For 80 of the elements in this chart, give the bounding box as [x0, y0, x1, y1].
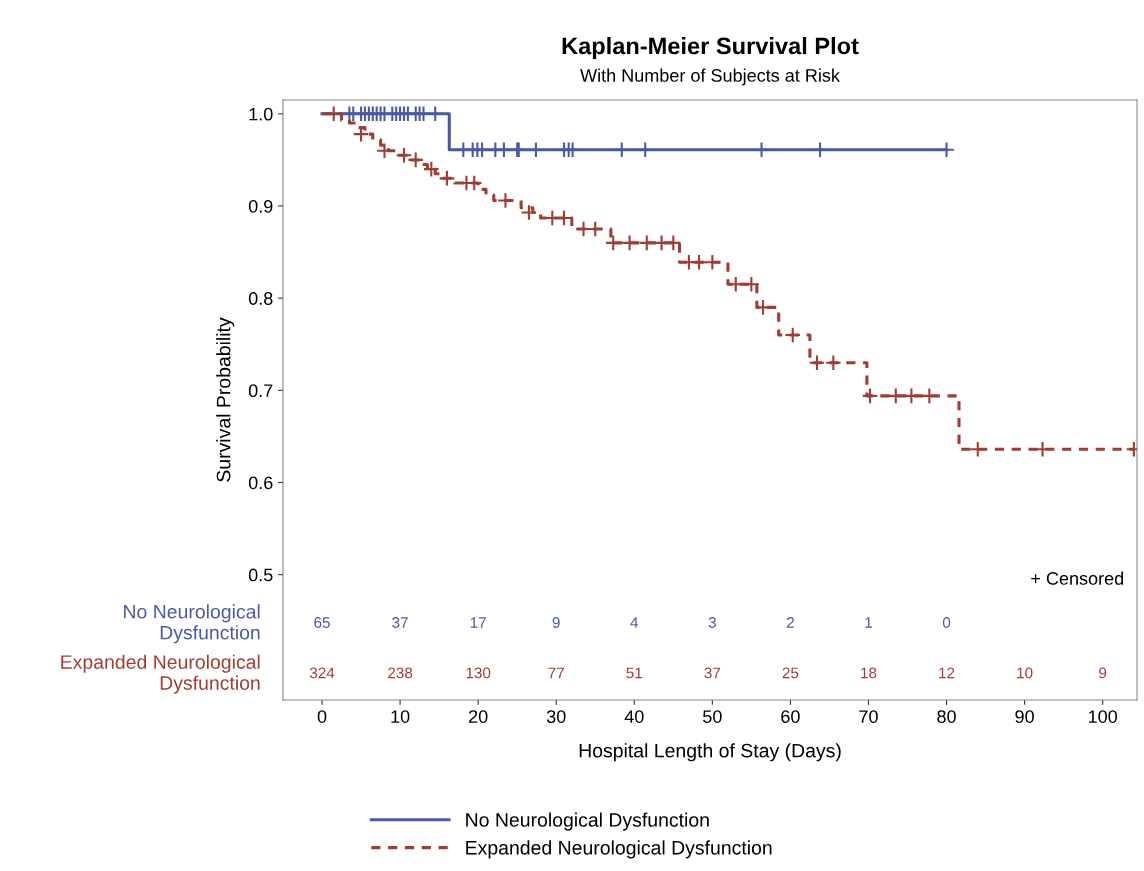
annotation: 37	[392, 617, 408, 628]
x-tick-label: 20	[469, 710, 488, 723]
y-tick-label: 1.0	[249, 107, 273, 121]
y-tick-label: 0.5	[248, 568, 273, 582]
point	[1034, 440, 1051, 458]
point	[969, 440, 987, 458]
point	[861, 387, 879, 405]
point	[825, 354, 842, 371]
text: No Neurological Dysfunction	[124, 604, 260, 644]
annotation: 77	[548, 667, 564, 679]
legend-label: Expanded Neurological Dysfunction	[466, 840, 772, 859]
x-tick-label: 70	[859, 710, 878, 723]
x-tick-label: 50	[703, 710, 722, 723]
annotation: 238	[388, 667, 413, 679]
point	[527, 141, 545, 159]
annotation: 65	[314, 617, 330, 628]
annotation: 2	[786, 617, 794, 628]
annotation: 0	[942, 617, 951, 628]
point	[422, 160, 440, 178]
x-tick-label: 40	[624, 710, 644, 723]
annotation: 17	[470, 617, 486, 628]
point	[690, 253, 708, 271]
point	[613, 141, 631, 159]
x-axis-title: Hospital Length of Stay (Days)	[579, 743, 841, 762]
point	[604, 234, 622, 252]
x-tick-label: 0	[317, 710, 327, 723]
point	[438, 170, 456, 187]
annotation: 4	[630, 617, 639, 628]
point	[727, 276, 745, 293]
x-tick-label: 80	[937, 710, 956, 723]
annotation: + Censored	[1031, 571, 1124, 585]
annotation: 130	[466, 667, 491, 679]
y-tick-label: 0.7	[248, 384, 273, 398]
point	[325, 105, 343, 123]
x-tick-label: 10	[391, 710, 410, 723]
point	[564, 141, 581, 159]
point	[704, 253, 721, 271]
annotation: 324	[309, 667, 335, 679]
point	[520, 204, 538, 221]
annotation: 3	[708, 617, 716, 628]
point	[664, 234, 682, 252]
y-tick-label: 0.9	[248, 199, 273, 213]
x-tick-label: 60	[781, 710, 800, 723]
annotation: 9	[552, 617, 560, 628]
annotation: 1	[865, 617, 872, 628]
point	[753, 141, 770, 159]
annotation: 12	[939, 667, 955, 679]
x-tick-label: 30	[546, 710, 566, 723]
annotation: 51	[626, 667, 643, 679]
point	[811, 141, 829, 159]
annotation: 18	[861, 667, 877, 679]
point	[621, 234, 638, 252]
point	[887, 387, 905, 405]
y-tick-label: 0.8	[248, 292, 273, 305]
point	[376, 142, 393, 160]
annotation: 9	[1099, 667, 1107, 679]
chart-title: Kaplan-Meier Survival Plot	[562, 37, 859, 59]
point	[903, 387, 920, 405]
point	[473, 141, 491, 159]
x-tick-label: 90	[1015, 710, 1034, 723]
point	[636, 141, 654, 159]
point	[395, 146, 413, 164]
chart-subtitle: With Number of Subjects at Risk	[580, 68, 840, 86]
y-tick-label: 0.6	[248, 476, 273, 490]
point	[407, 151, 425, 169]
point	[784, 326, 802, 344]
annotation: 37	[704, 667, 721, 679]
annotation: 25	[782, 667, 799, 679]
point	[495, 141, 513, 159]
x-tick-label: 100	[1088, 710, 1118, 723]
legend-label: No Neurological Dysfunction	[466, 812, 709, 831]
text: Expanded Neurological Dysfunction	[61, 654, 260, 694]
point	[426, 105, 444, 123]
y-axis-title: Survival Probability	[216, 317, 235, 482]
point	[638, 234, 656, 252]
point	[743, 276, 760, 293]
point	[808, 354, 826, 371]
annotation: 10	[1017, 667, 1033, 679]
point	[938, 141, 955, 159]
point	[921, 387, 938, 405]
